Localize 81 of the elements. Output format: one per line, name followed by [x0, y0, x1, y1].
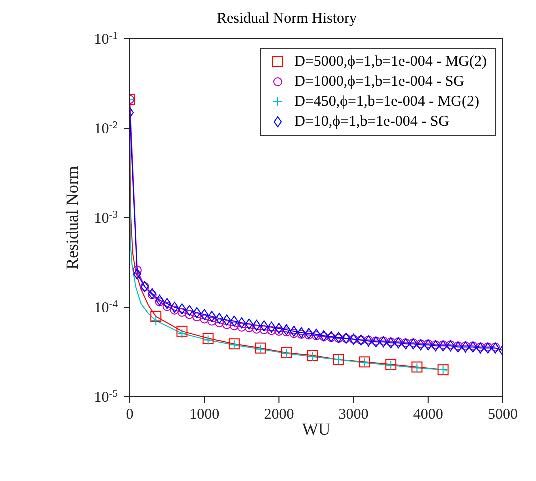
point — [176, 326, 188, 337]
y-tick-label: 10$^{-1}$ — [94, 30, 118, 48]
point — [216, 313, 224, 324]
x-axis-title: WU — [302, 420, 331, 439]
point — [193, 307, 202, 318]
x-tick-label: 0 — [126, 407, 134, 423]
point — [305, 328, 314, 340]
x-tick-label: 3000 — [338, 407, 369, 423]
point — [379, 336, 388, 346]
point — [178, 308, 187, 317]
point — [298, 327, 306, 338]
y-tick-label: 10$^{-4}$ — [94, 299, 119, 316]
point — [484, 342, 493, 352]
point — [326, 333, 336, 342]
y-tick-label: 10$^{-5}$ — [94, 388, 118, 406]
point — [230, 322, 239, 331]
point — [312, 332, 321, 341]
point — [446, 340, 456, 350]
point — [461, 342, 470, 351]
point — [252, 324, 262, 334]
point — [200, 309, 209, 320]
point — [151, 316, 162, 326]
point — [133, 268, 142, 280]
point — [155, 298, 164, 307]
point — [334, 334, 344, 344]
point — [170, 302, 179, 313]
point — [215, 318, 224, 328]
point — [177, 328, 188, 339]
point — [438, 340, 448, 350]
point — [431, 340, 440, 350]
point — [290, 326, 298, 337]
x-tick-label: 2000 — [264, 407, 294, 423]
point — [244, 324, 254, 333]
point — [267, 326, 276, 336]
y-tick-label: 10$^{-3}$ — [94, 210, 118, 227]
point — [132, 266, 142, 275]
point — [185, 310, 194, 320]
chart-title: Residual Norm History — [216, 10, 358, 29]
point — [192, 312, 202, 322]
point — [186, 305, 194, 316]
point — [260, 326, 269, 335]
point — [156, 294, 164, 306]
legend-label: D=450,ϕ=1,b=1e-004 - MG(2) — [294, 94, 480, 110]
point — [468, 342, 478, 351]
point — [282, 324, 291, 336]
x-tick-label: 4000 — [413, 407, 444, 423]
point — [245, 318, 254, 330]
point — [260, 320, 268, 332]
point — [237, 322, 246, 332]
point — [230, 316, 238, 327]
x-tick-label: 5000 — [488, 407, 518, 423]
point — [222, 320, 232, 330]
point — [282, 328, 292, 337]
point — [178, 304, 186, 315]
legend-label: D=10,ϕ=1,b=1e-004 - SG — [294, 114, 450, 130]
point — [304, 330, 314, 340]
point — [268, 322, 276, 333]
y-tick-label: 10$^{-2}$ — [94, 120, 118, 138]
point — [274, 326, 284, 336]
point — [208, 316, 217, 326]
point — [297, 330, 306, 339]
point — [170, 306, 180, 315]
point — [275, 323, 284, 334]
point — [162, 302, 172, 312]
legend-label: D=5000,ϕ=1,b=1e-004 - MG(2) — [294, 54, 487, 70]
point — [238, 318, 246, 329]
point — [208, 311, 216, 322]
point — [476, 342, 486, 352]
x-tick-label: 1000 — [190, 407, 220, 423]
point — [163, 298, 172, 310]
point — [364, 336, 374, 345]
legend-label: D=1000,ϕ=1,b=1e-004 - SG — [294, 74, 465, 90]
point — [222, 314, 231, 326]
y-axis-title: Residual Norm — [63, 166, 82, 270]
point — [372, 336, 381, 346]
point — [200, 314, 210, 324]
point — [290, 329, 299, 338]
point — [252, 320, 261, 331]
point — [454, 342, 463, 351]
point — [491, 342, 500, 352]
point — [150, 311, 162, 322]
